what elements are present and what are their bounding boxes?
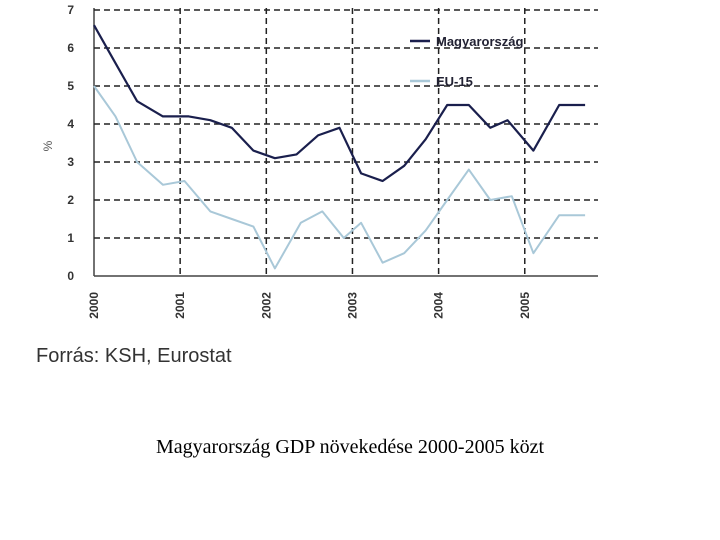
- source-text: Forrás: KSH, Eurostat: [36, 345, 232, 367]
- chart-caption: Magyarország GDP növekedése 2000-2005 kö…: [155, 436, 545, 458]
- y-tick-label: 0: [67, 269, 74, 283]
- legend-label-magyarorszag: Magyarország: [436, 34, 523, 49]
- x-tick-label: 2003: [345, 292, 359, 319]
- y-tick-label: 5: [67, 79, 74, 93]
- x-tick-label: 2002: [259, 292, 273, 319]
- y-tick-labels: 0 1 2 3 4 5 6 7: [67, 3, 74, 283]
- y-tick-label: 4: [67, 117, 74, 131]
- legend-label-eu15: EU-15: [436, 74, 473, 89]
- y-tick-label: 7: [67, 3, 74, 17]
- x-tick-labels: 2000 2001 2002 2003 2004 2005: [87, 292, 532, 319]
- x-tick-label: 2000: [87, 292, 101, 319]
- x-tick-label: 2004: [432, 292, 446, 319]
- y-axis-label: %: [41, 140, 55, 151]
- x-tick-label: 2001: [173, 292, 187, 319]
- y-tick-label: 2: [67, 193, 74, 207]
- series-line-eu15: [93, 85, 586, 270]
- y-tick-label: 1: [67, 231, 74, 245]
- legend: Magyarország EU-15: [410, 34, 523, 89]
- y-tick-label: 3: [67, 155, 74, 169]
- series-line-magyarorszag: [93, 24, 586, 183]
- series-lines: [93, 24, 586, 270]
- x-tick-label: 2005: [518, 292, 532, 319]
- y-tick-label: 6: [67, 41, 74, 55]
